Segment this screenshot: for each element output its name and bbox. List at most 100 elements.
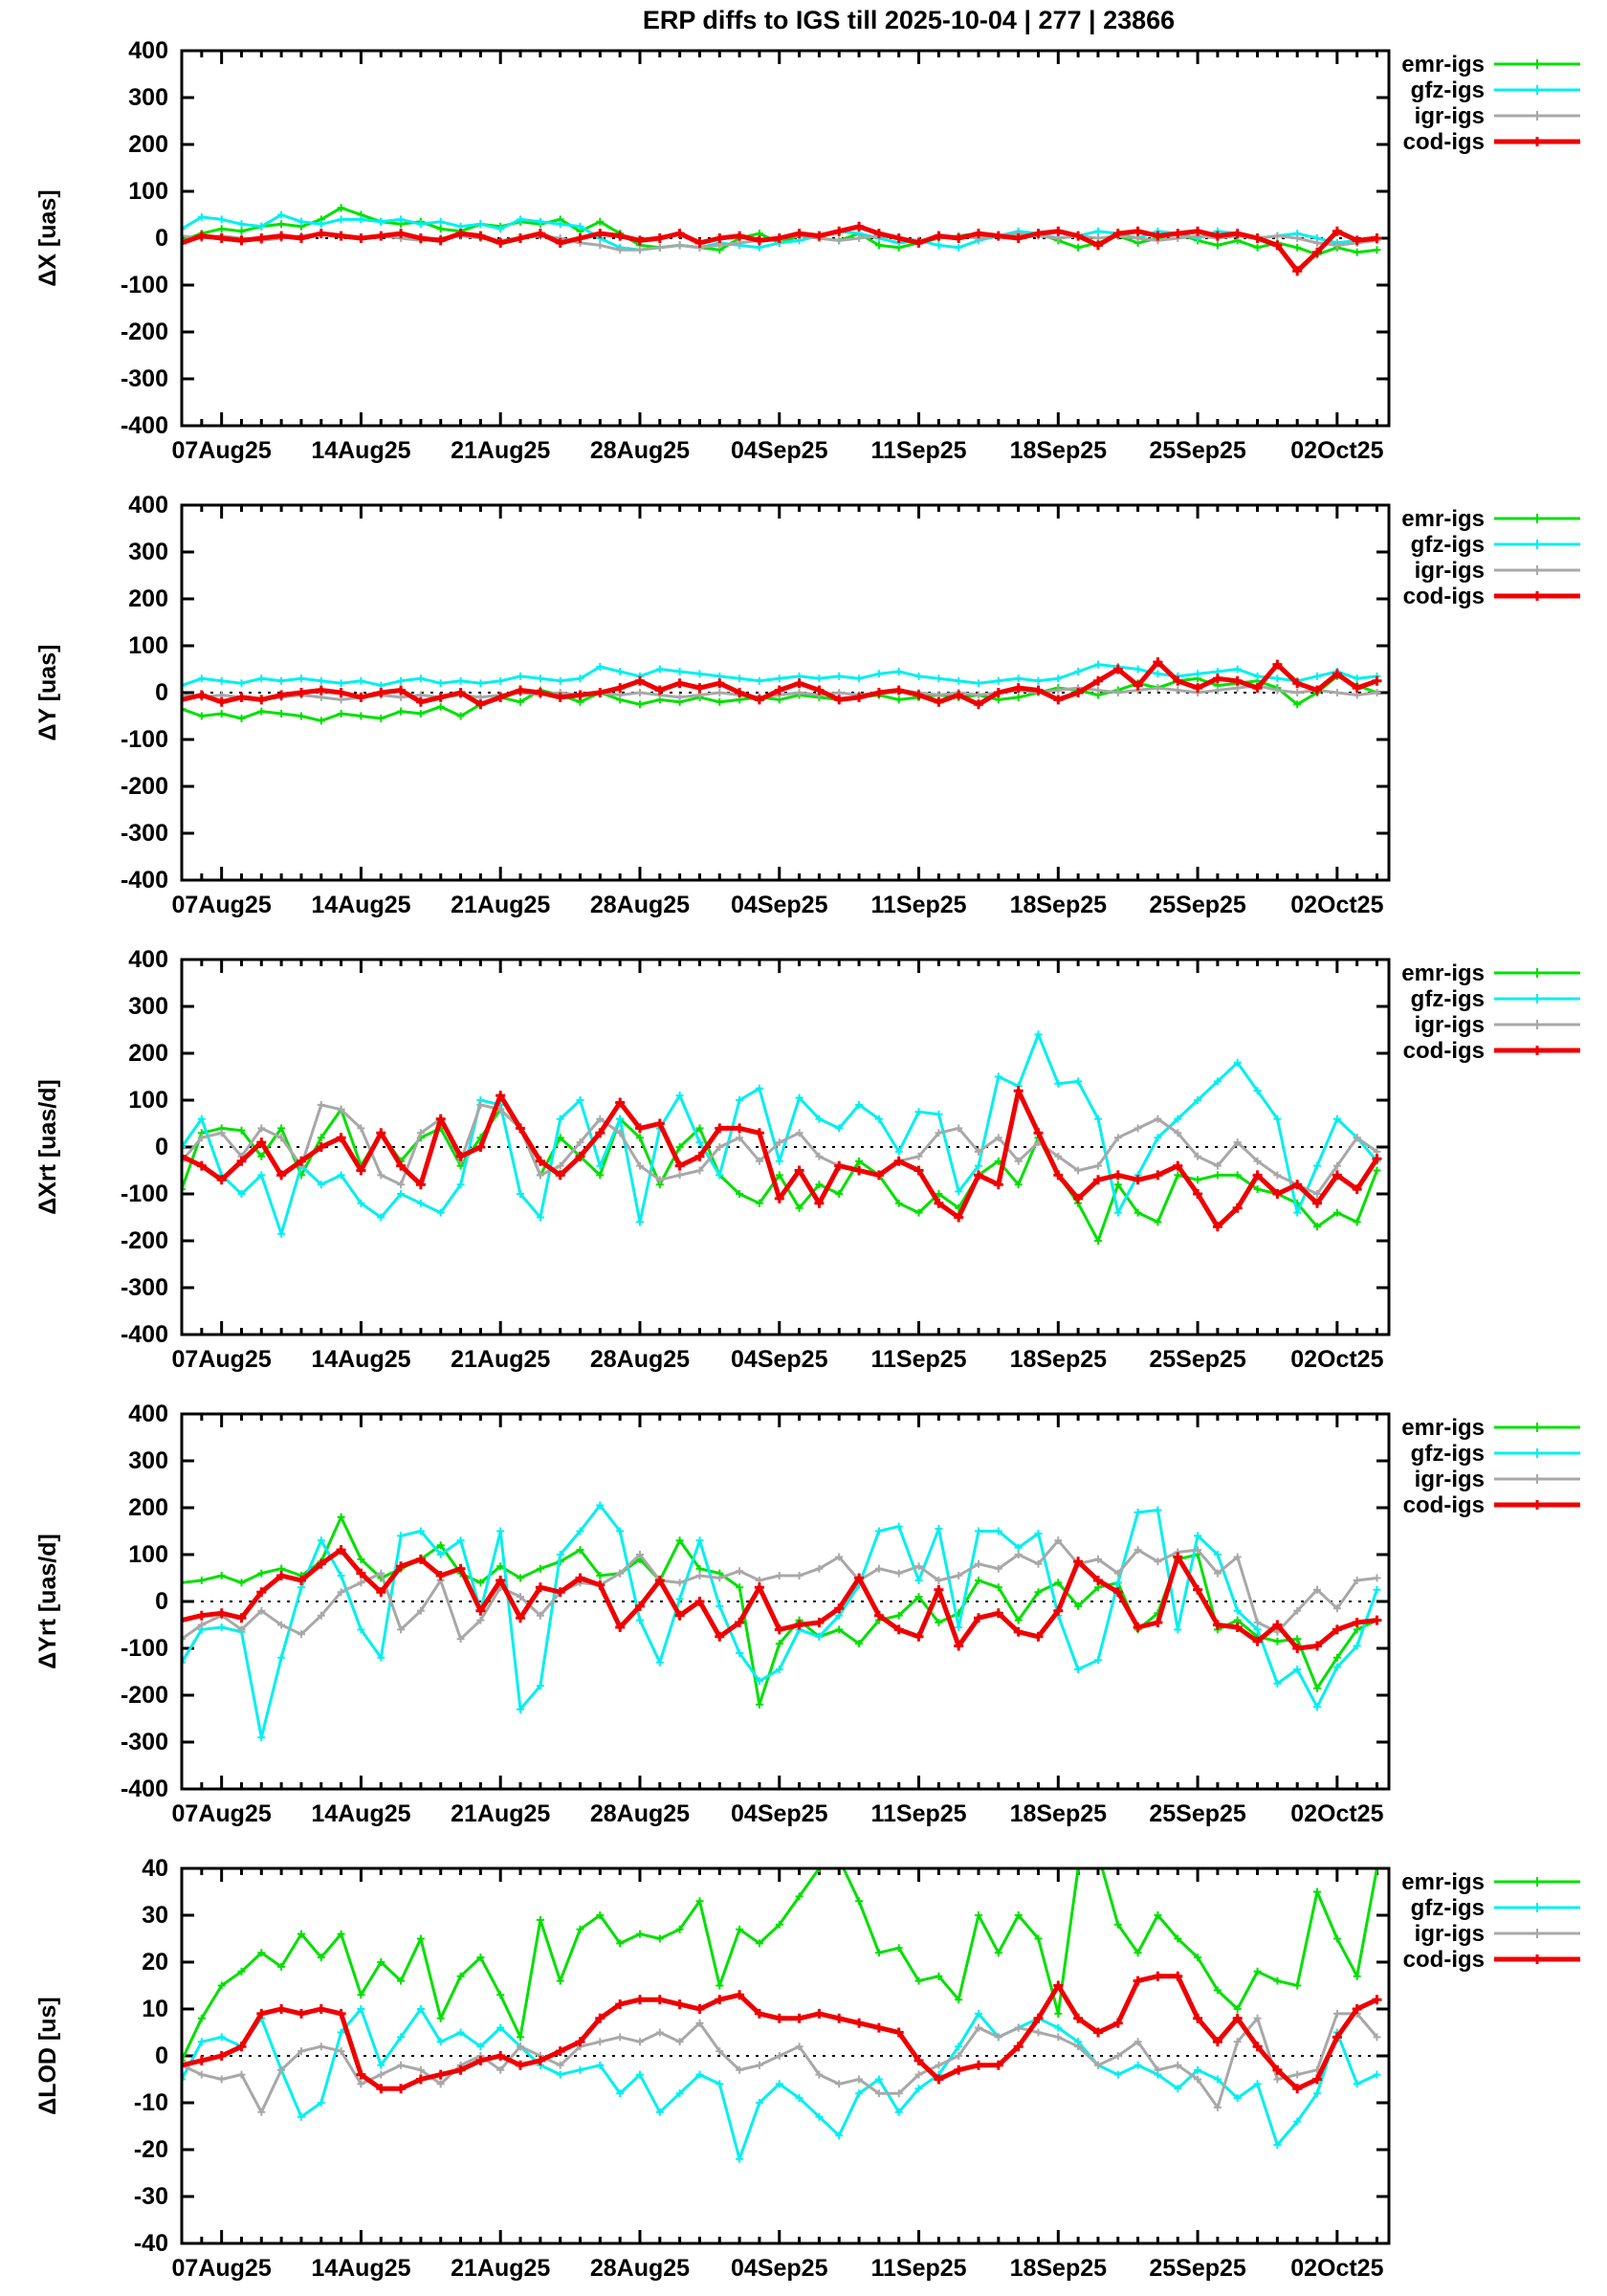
y-tick-label: 100 (128, 1087, 168, 1114)
series-gfz-igs (182, 1030, 1381, 1238)
legend-entry-gfz-igs: gfz-igs (1411, 1441, 1580, 1467)
y-tick-label: 300 (128, 84, 168, 111)
legend-label: igr-igs (1415, 558, 1485, 584)
legend-entry-gfz-igs: gfz-igs (1411, 1895, 1580, 1921)
legend-entry-emr-igs: emr-igs (1401, 960, 1580, 986)
y-tick-label: -300 (121, 820, 168, 847)
series-markers-igr-igs (182, 1100, 1381, 1198)
legend-entry-igr-igs: igr-igs (1415, 1012, 1580, 1038)
y-tick-label: -20 (134, 2136, 168, 2163)
legend-marker-sample (1532, 565, 1542, 575)
x-tick-label: 07Aug25 (172, 437, 272, 464)
series-gfz-igs (182, 2005, 1381, 2163)
y-axis-title: ΔLOD [us] (34, 1997, 61, 2115)
plot-border (180, 503, 1391, 882)
x-tick-label: 11Sep25 (870, 2255, 966, 2282)
x-tick-label: 25Sep25 (1149, 1800, 1246, 1827)
x-tick-label: 28Aug25 (590, 892, 690, 918)
legend-marker-sample (1532, 1929, 1542, 1938)
legend-label: igr-igs (1415, 103, 1485, 129)
x-tick-label: 25Sep25 (1149, 2255, 1246, 2282)
y-tick-label: 20 (142, 1949, 168, 1976)
y-tick-label: -100 (121, 726, 168, 753)
y-tick-label: 100 (128, 632, 168, 659)
y-tick-label: -400 (121, 867, 168, 894)
y-axis-title: ΔYrt [uas/d] (34, 1534, 61, 1669)
series-cod-igs (182, 1545, 1382, 1653)
series-markers-cod-igs (182, 1545, 1382, 1653)
legend-marker-sample (1532, 514, 1542, 523)
plot-border (180, 1412, 1391, 1791)
legend-label: emr-igs (1401, 1869, 1485, 1895)
legend-marker-sample (1532, 591, 1542, 601)
x-tick-label: 02Oct25 (1290, 2255, 1383, 2282)
y-tick-label: -100 (121, 272, 168, 298)
y-tick-label: 400 (128, 946, 168, 973)
x-tick-label: 21Aug25 (451, 1346, 550, 1373)
series-igr-igs (182, 1100, 1381, 1198)
legend-entry-emr-igs: emr-igs (1401, 1415, 1580, 1441)
legend-marker-sample (1532, 540, 1542, 549)
y-tick-label: 200 (128, 1040, 168, 1067)
y-tick-label: -200 (121, 1227, 168, 1254)
legend-entry-emr-igs: emr-igs (1401, 1869, 1580, 1895)
legend-label: gfz-igs (1411, 986, 1485, 1012)
x-tick-label: 28Aug25 (590, 1346, 690, 1373)
legend-marker-sample (1532, 111, 1542, 121)
legend-marker-sample (1532, 1954, 1542, 1964)
x-tick-label: 11Sep25 (870, 892, 966, 918)
y-tick-label: 30 (142, 1902, 168, 1929)
y-axis-title: ΔX [uas] (34, 189, 61, 286)
legend-label: emr-igs (1401, 506, 1485, 532)
legend-marker-sample (1532, 59, 1542, 69)
legend-entry-cod-igs: cod-igs (1403, 584, 1580, 609)
y-tick-label: -200 (121, 773, 168, 800)
x-tick-label: 11Sep25 (870, 1346, 966, 1373)
x-tick-label: 18Sep25 (1010, 892, 1108, 918)
x-tick-label: 04Sep25 (731, 1346, 828, 1373)
x-tick-label: 02Oct25 (1290, 1346, 1383, 1373)
series-emr-igs (182, 1868, 1381, 2064)
legend-marker-sample (1532, 968, 1542, 978)
legend-entry-gfz-igs: gfz-igs (1411, 77, 1580, 103)
y-tick-label: 100 (128, 1541, 168, 1568)
legend-marker-sample (1532, 1474, 1542, 1484)
legend-marker-sample (1532, 1020, 1542, 1029)
legend-label: igr-igs (1415, 1921, 1485, 1947)
series-cod-igs (182, 1971, 1382, 2094)
series-markers-cod-igs (182, 1971, 1382, 2094)
legend-entry-gfz-igs: gfz-igs (1411, 532, 1580, 558)
legend-marker-sample (1532, 1877, 1542, 1887)
legend-label: gfz-igs (1411, 1895, 1485, 1921)
x-tick-label: 28Aug25 (590, 437, 690, 464)
legend-entry-cod-igs: cod-igs (1403, 1947, 1580, 1973)
y-tick-label: 100 (128, 178, 168, 205)
x-tick-label: 07Aug25 (172, 1346, 272, 1373)
series-line-gfz-igs (182, 1504, 1378, 1739)
series-cod-igs (182, 221, 1382, 276)
plot-border (180, 958, 1391, 1336)
x-tick-label: 28Aug25 (590, 1800, 690, 1827)
legend-marker-sample (1532, 137, 1542, 146)
x-tick-label: 21Aug25 (451, 437, 550, 464)
x-tick-label: 02Oct25 (1290, 892, 1383, 918)
legend-label: igr-igs (1415, 1467, 1485, 1492)
x-tick-label: 21Aug25 (451, 2255, 550, 2282)
x-tick-label: 28Aug25 (590, 2255, 690, 2282)
y-tick-label: 0 (155, 2042, 168, 2069)
y-tick-label: 400 (128, 37, 168, 64)
y-tick-label: 200 (128, 585, 168, 612)
series-cod-igs (182, 657, 1382, 710)
y-tick-label: 10 (142, 1996, 168, 2022)
legend-label: cod-igs (1403, 1492, 1485, 1518)
y-tick-label: 400 (128, 1401, 168, 1427)
y-tick-label: -100 (121, 1181, 168, 1207)
series-markers-emr-igs (182, 1512, 1381, 1709)
series-markers-emr-igs (182, 1868, 1381, 2064)
legend-entry-igr-igs: igr-igs (1415, 1921, 1580, 1947)
